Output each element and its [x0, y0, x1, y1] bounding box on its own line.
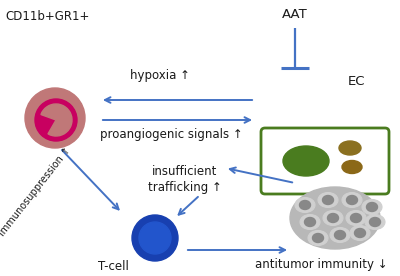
Ellipse shape	[290, 187, 380, 249]
Circle shape	[132, 215, 178, 261]
Ellipse shape	[339, 141, 361, 155]
Text: antitumor immunity ↓: antitumor immunity ↓	[255, 258, 388, 271]
Ellipse shape	[370, 217, 380, 227]
Text: proangiogenic signals ↑: proangiogenic signals ↑	[100, 128, 243, 141]
Ellipse shape	[366, 203, 378, 211]
Ellipse shape	[330, 227, 350, 243]
Circle shape	[139, 222, 171, 254]
Ellipse shape	[322, 195, 334, 205]
Ellipse shape	[342, 192, 362, 208]
Text: EC: EC	[348, 75, 366, 88]
Ellipse shape	[346, 195, 358, 205]
Text: AAT: AAT	[282, 8, 308, 21]
Ellipse shape	[318, 192, 338, 208]
Ellipse shape	[354, 229, 366, 238]
Ellipse shape	[365, 214, 385, 230]
Text: T-cell: T-cell	[98, 260, 129, 273]
Ellipse shape	[350, 225, 370, 240]
Circle shape	[25, 88, 85, 148]
Text: immunosuppression ↑: immunosuppression ↑	[0, 145, 73, 238]
Ellipse shape	[342, 161, 362, 174]
Ellipse shape	[362, 200, 382, 214]
Text: CD11b+GR1+: CD11b+GR1+	[5, 10, 89, 23]
Ellipse shape	[283, 146, 329, 176]
Ellipse shape	[323, 211, 343, 225]
Text: insufficient
trafficking ↑: insufficient trafficking ↑	[148, 165, 222, 194]
Wedge shape	[41, 104, 72, 136]
Ellipse shape	[350, 214, 362, 222]
Text: hypoxia ↑: hypoxia ↑	[130, 69, 190, 82]
Ellipse shape	[308, 230, 328, 245]
FancyBboxPatch shape	[261, 128, 389, 194]
Ellipse shape	[300, 200, 310, 209]
Circle shape	[35, 99, 77, 141]
Ellipse shape	[304, 217, 316, 227]
Ellipse shape	[328, 214, 338, 222]
Ellipse shape	[334, 230, 346, 240]
Ellipse shape	[300, 214, 320, 230]
Ellipse shape	[295, 198, 315, 213]
Ellipse shape	[312, 233, 324, 243]
Ellipse shape	[346, 211, 366, 225]
